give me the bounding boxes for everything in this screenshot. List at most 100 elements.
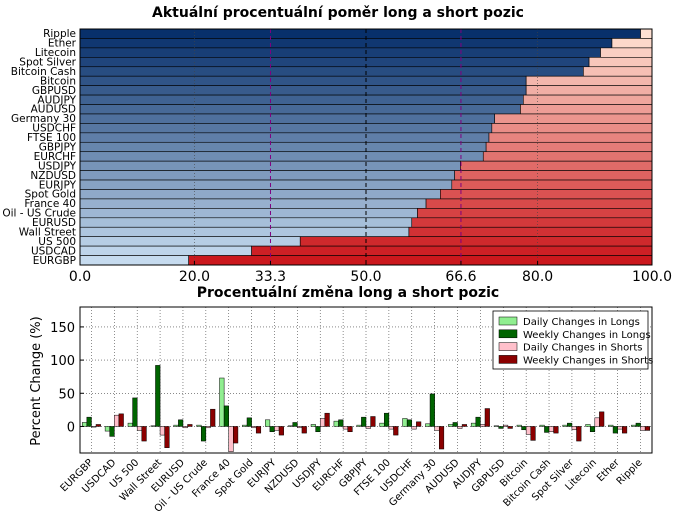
change-bar [448, 424, 454, 427]
category-label: AUDJPY [37, 94, 76, 106]
short-bar [411, 217, 653, 228]
change-bar [640, 426, 646, 431]
change-bar [219, 377, 225, 427]
change-bar [155, 365, 161, 427]
change-bar [470, 422, 477, 427]
long-bar [79, 57, 590, 68]
short-bar [611, 38, 653, 49]
short-bar [408, 226, 653, 237]
short-bar [485, 141, 653, 153]
change-bar [480, 424, 486, 427]
category-label: Spot Silver [19, 57, 76, 69]
change-bar [617, 426, 623, 430]
change-bar [342, 426, 348, 430]
change-bar [315, 426, 321, 433]
change-bar [242, 424, 248, 427]
category-label: Bitcoin Cash [11, 66, 76, 78]
long-bar [79, 47, 601, 58]
short-bar [460, 160, 653, 171]
change-bar [333, 420, 339, 427]
long-bar [79, 38, 613, 49]
category-label: NZDUSD [30, 170, 76, 182]
bottom-chart-title: Procentuální změna long a short pozic [197, 285, 499, 301]
change-bar [434, 426, 440, 431]
short-bar [251, 245, 653, 256]
short-bar [525, 75, 653, 86]
change-bar [228, 426, 234, 452]
legend-label: Daily Changes in Longs [523, 317, 640, 328]
long-bar [79, 217, 413, 228]
category-label: EURGBP [33, 255, 76, 267]
short-bar [488, 132, 653, 143]
short-bar [482, 151, 653, 162]
change-bar [324, 412, 330, 427]
legend-box [492, 310, 649, 370]
long-bar [79, 94, 524, 105]
long-bar [79, 141, 487, 153]
change-bar [274, 426, 280, 431]
change-bar [576, 426, 582, 442]
short-bar [417, 208, 653, 219]
change-bar [297, 426, 303, 429]
change-bar [384, 412, 390, 427]
short-bar [600, 47, 653, 58]
change-bar [310, 424, 316, 427]
long-bar [79, 179, 453, 190]
change-bar [265, 419, 271, 427]
y-tick-label: 150 [50, 321, 75, 336]
change-bar [457, 426, 463, 429]
category-label: EURCHF [34, 151, 76, 163]
change-bar [361, 416, 367, 427]
change-bar [416, 421, 422, 427]
change-bar [425, 423, 431, 427]
y-tick-label: 50 [58, 387, 75, 402]
short-bar [588, 57, 653, 68]
legend-label: Daily Changes in Shorts [523, 343, 643, 354]
change-bar [269, 426, 275, 433]
x-tick-label: 50.0 [350, 269, 381, 285]
legend-label: Weekly Changes in Longs [523, 330, 651, 341]
category-label: Spot Gold [25, 189, 76, 201]
change-bar [95, 424, 101, 427]
change-bar [571, 426, 577, 431]
change-bar [365, 426, 371, 429]
change-bar [612, 426, 618, 434]
change-bar [132, 397, 138, 427]
legend-swatch [498, 355, 518, 364]
short-bar [440, 189, 653, 200]
change-bar [530, 426, 536, 441]
long-bar [79, 113, 496, 124]
change-bar [562, 424, 568, 427]
legend-swatch [498, 329, 518, 339]
change-bar [411, 426, 417, 430]
change-bar [393, 426, 399, 436]
change-bar [205, 426, 211, 429]
change-bar [338, 419, 344, 427]
change-bar [521, 426, 527, 431]
change-bar [255, 426, 262, 434]
change-bar [223, 405, 229, 427]
long-bar [79, 123, 493, 134]
change-bar [406, 419, 413, 427]
change-bar [287, 425, 294, 427]
x-tick-label: 0.0 [69, 269, 91, 285]
long-bar [79, 66, 584, 77]
change-bar [187, 424, 193, 427]
change-bar [347, 426, 353, 433]
change-bar [159, 426, 165, 436]
x-tick-label: 20.0 [179, 269, 210, 285]
long-bar [79, 236, 301, 247]
change-bar [544, 426, 550, 433]
x-tick-label: 100.0 [632, 269, 672, 285]
change-bar [484, 408, 490, 427]
change-bar [104, 426, 110, 432]
change-bar [109, 426, 115, 437]
change-bar [319, 418, 326, 427]
category-label: Ripple [615, 457, 645, 487]
change-bar [553, 426, 559, 434]
category-label: France 40 [24, 198, 76, 210]
long-bar [79, 85, 527, 96]
short-bar [454, 170, 653, 181]
change-bar [118, 413, 124, 427]
